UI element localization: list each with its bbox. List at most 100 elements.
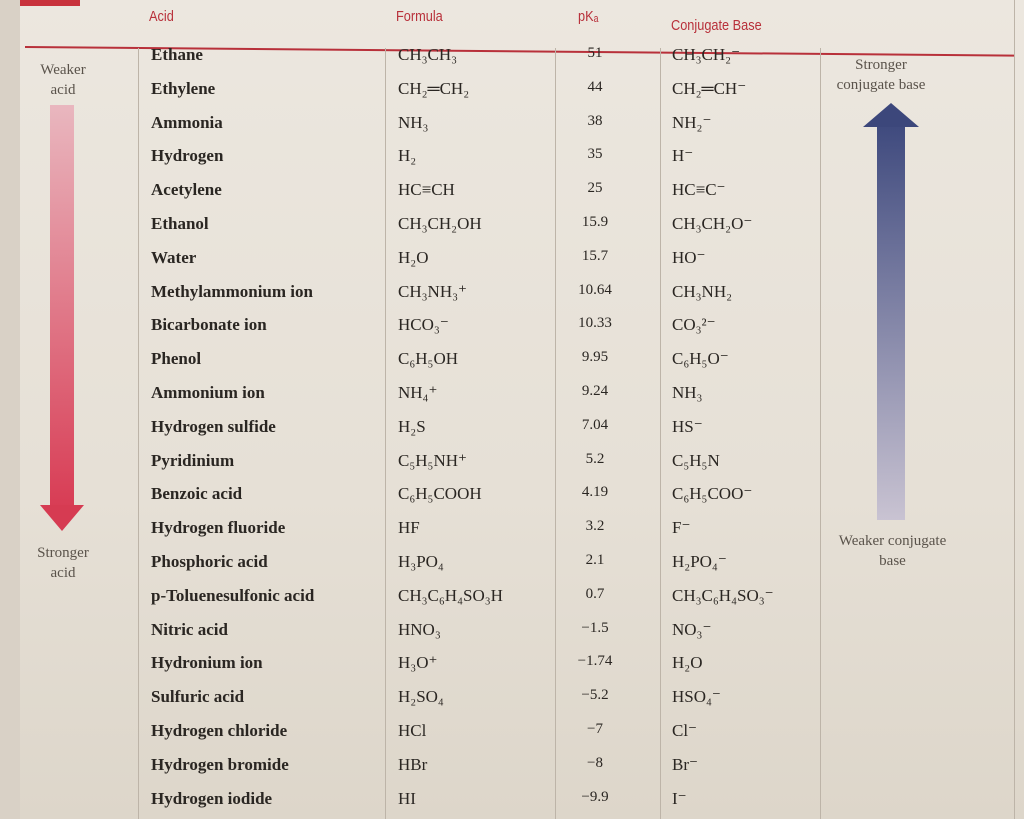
cell-base: C₆H₅COO⁻: [672, 484, 753, 504]
cell-acid: Hydrogen sulfide: [151, 416, 276, 436]
cell-acid: Sulfuric acid: [151, 687, 245, 707]
cell-formula: C₆H₅COOH: [398, 484, 482, 504]
table-row: Phenol C₆H₅OH 9.95 C₆H₅O⁻: [0, 349, 1024, 379]
cell-pka: 0.7: [585, 585, 605, 602]
cell-formula: NH₃: [398, 112, 429, 132]
red-tab: [20, 0, 80, 6]
cell-formula: HC≡CH: [398, 180, 455, 200]
table-row: Hydrogen bromide HBr −8 Br⁻: [0, 755, 1024, 785]
cell-formula: CH₃CH₂OH: [398, 214, 482, 233]
cell-acid: Phosphoric acid: [151, 552, 268, 571]
table-row: Ethane CH₃CH₃ 51 CH₃CH₂⁻: [0, 45, 1024, 75]
cell-formula: CH₃CH₃: [398, 45, 458, 64]
cell-formula: C₆H₅OH: [398, 349, 459, 369]
cell-pka: −7: [587, 721, 603, 737]
cell-pka: 35: [587, 146, 603, 163]
cell-pka: 38: [587, 112, 603, 129]
cell-base: F⁻: [672, 518, 691, 538]
cell-acid: p-Toluenesulfonic acid: [151, 585, 315, 605]
cell-acid: Acetylene: [151, 180, 222, 200]
cell-pka: −1.74: [577, 653, 613, 670]
cell-formula: HF: [398, 518, 420, 538]
table-row: Phosphoric acid H₃PO₄ 2.1 H₂PO₄⁻: [0, 552, 1024, 582]
cell-base: CH₃C₆H₄SO₃⁻: [672, 585, 774, 605]
table-page: [20, 0, 1024, 819]
table-row: Acetylene HC≡CH 25 HC≡C⁻: [0, 180, 1024, 210]
cell-pka: 44: [587, 78, 603, 95]
cell-pka: 51: [587, 45, 603, 61]
cell-base: CH₃CH₂⁻: [672, 45, 741, 64]
table-row: Hydrogen fluoride HF 3.2 F⁻: [0, 518, 1024, 548]
cell-acid: Ammonium ion: [151, 383, 265, 402]
cell-pka: 25: [587, 180, 603, 197]
cell-formula: CH₂═CH₂: [398, 78, 470, 98]
cell-formula: H₃O⁺: [398, 653, 438, 673]
table-row: p-Toluenesulfonic acid CH₃C₆H₄SO₃H 0.7 CH₃C…: [0, 586, 1024, 616]
cell-acid: Hydronium ion: [151, 653, 263, 673]
cell-base: H₂PO₄⁻: [672, 552, 727, 571]
cell-formula: CH₃C₆H₄SO₃H: [398, 585, 503, 605]
table-row: Ethylene CH₂═CH₂ 44 CH₂═CH⁻: [0, 79, 1024, 109]
column-divider: [385, 48, 386, 819]
cell-base: CH₂═CH⁻: [672, 78, 747, 98]
cell-pka: 3.2: [585, 518, 605, 535]
cell-pka: 10.64: [578, 281, 612, 298]
cell-pka: −8: [587, 754, 603, 771]
cell-base: NO₃⁻: [672, 619, 712, 639]
cell-formula: H₂SO₄: [398, 687, 444, 707]
cell-pka: 7.04: [581, 416, 609, 433]
cell-base: CH₃NH₂: [672, 281, 733, 301]
table-row: Ethanol CH₃CH₂OH 15.9 CH₃CH₂O⁻: [0, 214, 1024, 244]
cell-base: Cl⁻: [672, 721, 698, 740]
cell-pka: 9.24: [581, 383, 609, 399]
cell-base: C₅H₅N: [672, 450, 720, 470]
header-pka: pKₐ: [578, 8, 599, 25]
cell-formula: CH₃NH₃⁺: [398, 281, 467, 301]
cell-base: H⁻: [672, 146, 694, 166]
cell-pka: −1.5: [581, 619, 609, 636]
weaker-acid-label: Weaker acid: [40, 62, 86, 98]
cell-acid: Pyridinium: [151, 450, 235, 470]
cell-base: HC≡C⁻: [672, 180, 726, 200]
stronger-acid-label: Stronger acid: [37, 545, 89, 581]
cell-base: H₂O: [672, 653, 703, 673]
cell-pka: 5.2: [585, 450, 605, 467]
acid-strength-arrow-down-icon: [50, 105, 74, 505]
cell-base: NH₂⁻: [672, 112, 712, 132]
cell-base: HS⁻: [672, 416, 703, 436]
cell-acid: Hydrogen chloride: [151, 721, 288, 740]
cell-base: Br⁻: [672, 754, 698, 774]
cell-acid: Hydrogen iodide: [151, 788, 273, 808]
cell-formula: HCO₃⁻: [398, 315, 449, 335]
cell-formula: NH₄⁺: [398, 383, 438, 402]
cell-acid: Nitric acid: [151, 619, 228, 639]
cell-base: C₆H₅O⁻: [672, 349, 729, 369]
cell-pka: 10.33: [578, 315, 612, 332]
column-divider: [820, 48, 821, 819]
cell-base: I⁻: [672, 788, 687, 808]
cell-base: HO⁻: [672, 247, 706, 267]
table-row: Nitric acid HNO₃ −1.5 NO₃⁻: [0, 620, 1024, 650]
table-row: Hydrogen H₂ 35 H⁻: [0, 146, 1024, 176]
table-row: Benzoic acid C₆H₅COOH 4.19 C₆H₅COO⁻: [0, 484, 1024, 514]
cell-acid: Ethanol: [151, 214, 209, 233]
cell-acid: Water: [151, 247, 197, 267]
cell-acid: Hydrogen: [151, 146, 224, 166]
stronger-base-label: Stronger conjugate base: [836, 57, 926, 93]
table-row: Hydrogen iodide HI −9.9 I⁻: [0, 789, 1024, 819]
cell-acid: Benzoic acid: [151, 484, 243, 504]
cell-base: HSO₄⁻: [672, 687, 721, 707]
header-formula: Formula: [396, 8, 443, 25]
table-row: Hydrogen sulfide H₂S 7.04 HS⁻: [0, 417, 1024, 447]
table-row: Ammonia NH₃ 38 NH₂⁻: [0, 113, 1024, 143]
cell-base: NH₃: [672, 383, 703, 402]
table-row: Hydronium ion H₃O⁺ −1.74 H₂O: [0, 653, 1024, 683]
cell-formula: H₂: [398, 146, 417, 166]
table-row: Sulfuric acid H₂SO₄ −5.2 HSO₄⁻: [0, 687, 1024, 717]
table-row: Water H₂O 15.7 HO⁻: [0, 248, 1024, 278]
weaker-base-label: Weaker conjugate base: [838, 533, 947, 569]
cell-pka: 2.1: [585, 552, 605, 568]
arrow-down-head-icon: [40, 505, 84, 531]
cell-formula: HBr: [398, 754, 428, 774]
column-divider: [138, 48, 139, 819]
